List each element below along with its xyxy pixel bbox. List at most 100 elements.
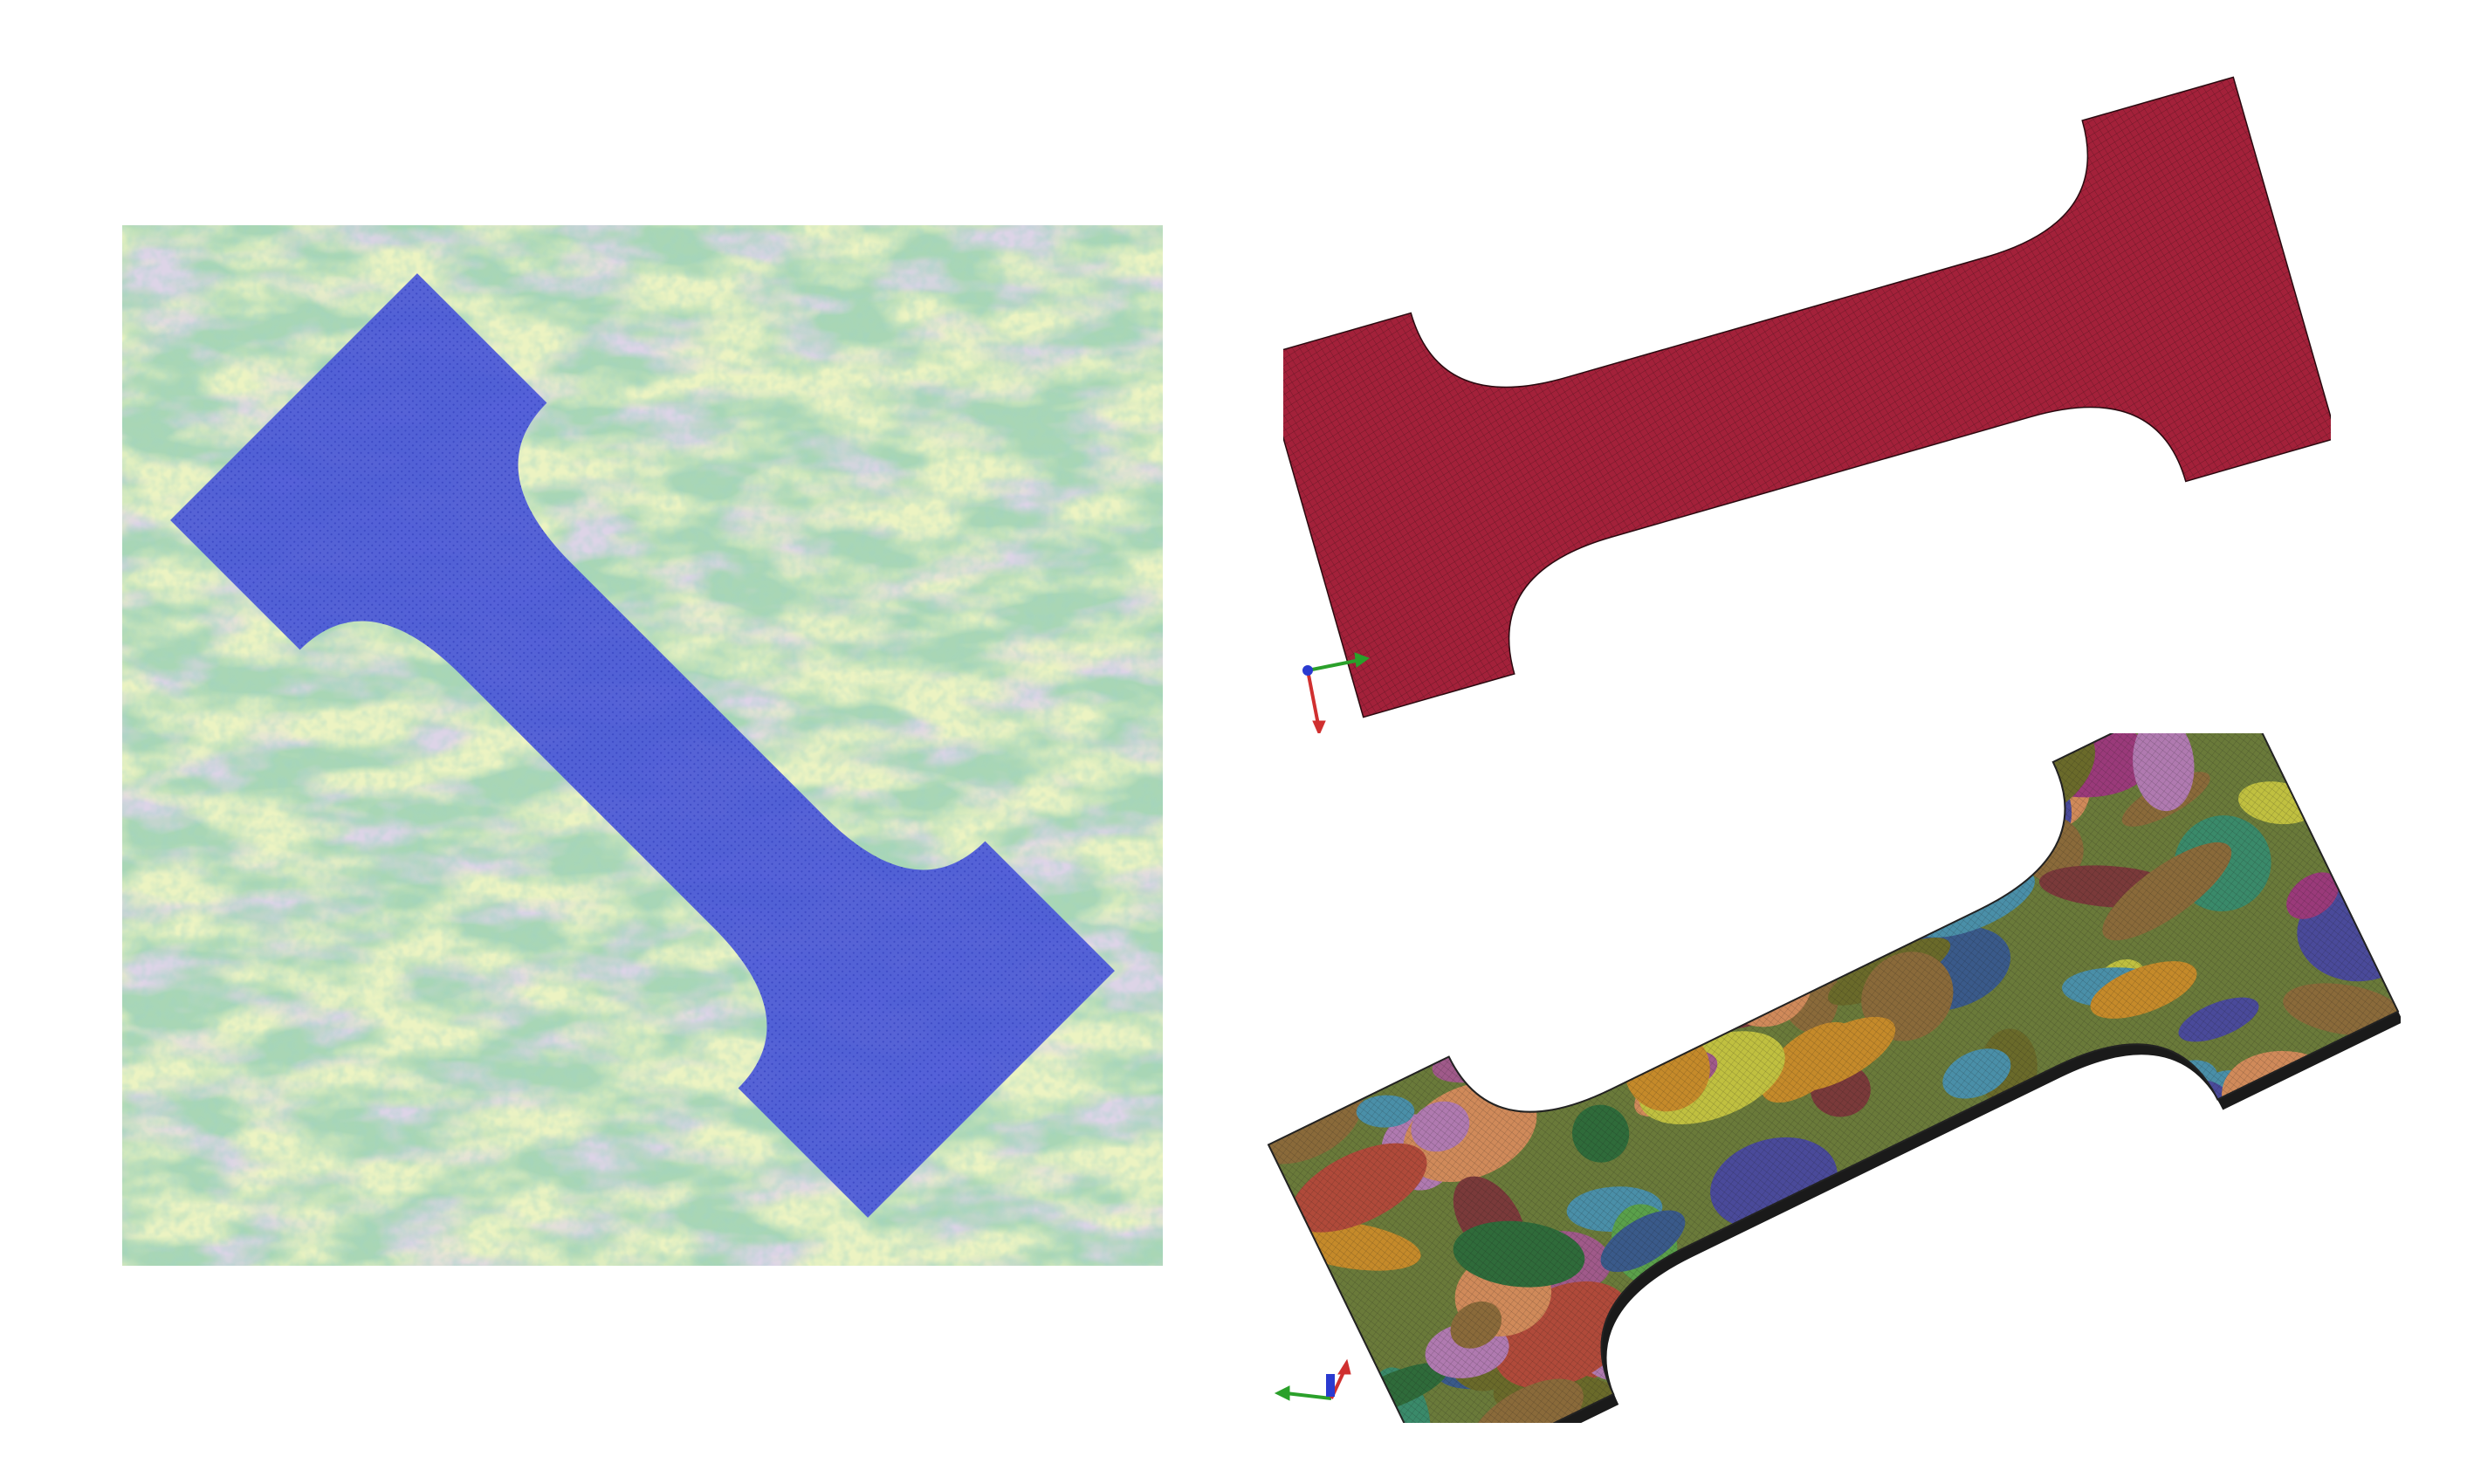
grain bbox=[1321, 900, 1374, 947]
grain bbox=[1892, 814, 2042, 870]
grain bbox=[1509, 782, 1571, 831]
fe-mesh-plain-panel bbox=[1283, 52, 2331, 733]
specimen-mesh-grid bbox=[1283, 77, 2331, 718]
grain bbox=[1268, 895, 1309, 988]
axis-z-arrow bbox=[1302, 665, 1313, 676]
grain bbox=[1647, 733, 1772, 800]
grain bbox=[1268, 920, 1318, 968]
grain bbox=[1883, 1353, 2021, 1423]
coordinate-triad bbox=[1302, 652, 1371, 733]
grain bbox=[1723, 814, 1874, 912]
ebsd-map bbox=[122, 225, 1163, 1266]
grain bbox=[2332, 1084, 2399, 1142]
grain bbox=[2064, 1151, 2191, 1267]
specimen-mesh-texture bbox=[170, 273, 1115, 1218]
grain bbox=[1445, 733, 1574, 765]
grain bbox=[1687, 834, 1798, 890]
grain bbox=[1541, 917, 1612, 973]
grain bbox=[1956, 1132, 2066, 1227]
grain bbox=[1976, 1263, 2061, 1336]
grain bbox=[1626, 807, 1743, 901]
grain bbox=[1930, 748, 2055, 810]
grain bbox=[1776, 869, 1860, 914]
grain bbox=[2091, 1344, 2208, 1411]
axis-x-arrow bbox=[1306, 670, 1320, 725]
grain bbox=[1381, 883, 1482, 972]
grain bbox=[1586, 845, 1650, 898]
grain bbox=[1621, 1371, 1682, 1423]
grain bbox=[1809, 1205, 1932, 1316]
grain bbox=[1884, 742, 1941, 793]
axis-y-arrow bbox=[1285, 1391, 1332, 1400]
grain bbox=[1279, 883, 1357, 953]
grain bbox=[2113, 1263, 2235, 1360]
grain bbox=[1840, 1335, 1913, 1393]
grain bbox=[1467, 995, 1526, 1056]
coordinate-triad bbox=[1274, 1358, 1351, 1401]
grain bbox=[2025, 1188, 2146, 1226]
grain bbox=[2081, 1139, 2144, 1213]
grain bbox=[1667, 733, 1727, 790]
grain bbox=[2291, 1357, 2349, 1423]
grain bbox=[1349, 799, 1450, 855]
grain bbox=[2098, 1178, 2216, 1249]
grain bbox=[1268, 741, 1337, 828]
grain bbox=[2118, 1171, 2225, 1261]
grain bbox=[1877, 1316, 1988, 1416]
fe-mesh-grains-panel bbox=[1266, 733, 2401, 1423]
grain bbox=[1781, 1322, 1836, 1377]
grain bbox=[2320, 1226, 2399, 1321]
grain bbox=[1268, 777, 1319, 843]
fe-mesh-plain bbox=[1283, 76, 2331, 733]
grain bbox=[1298, 797, 1386, 848]
grain bbox=[1825, 759, 1944, 836]
grain bbox=[1936, 1152, 2084, 1201]
grain bbox=[2078, 1219, 2175, 1285]
grain bbox=[2267, 1254, 2333, 1350]
grain bbox=[2210, 1195, 2271, 1241]
axis-x-head bbox=[1312, 720, 1326, 733]
grain bbox=[1316, 835, 1411, 872]
specimen-mesh-grid bbox=[1268, 733, 2399, 1423]
grain bbox=[1790, 1236, 1897, 1285]
grain bbox=[1684, 1284, 1834, 1348]
grain bbox=[2024, 1135, 2108, 1222]
specimen-outline bbox=[1267, 733, 2400, 1423]
grain bbox=[1694, 733, 1839, 801]
grain bbox=[2324, 1371, 2395, 1423]
grain bbox=[1863, 754, 1991, 845]
grain bbox=[1669, 822, 1761, 896]
grain bbox=[1978, 1372, 2039, 1423]
grain bbox=[1348, 898, 1405, 953]
grain bbox=[1781, 1247, 1855, 1315]
grain bbox=[1632, 739, 1737, 817]
grain bbox=[1906, 769, 2008, 842]
grain bbox=[1767, 813, 1835, 893]
grain bbox=[1268, 1338, 1358, 1423]
ebsd-map-panel bbox=[122, 225, 1163, 1266]
grain bbox=[2184, 1170, 2237, 1223]
grain bbox=[1481, 1017, 1563, 1055]
axis-y-arrow bbox=[1307, 658, 1361, 672]
grain bbox=[1480, 928, 1623, 1003]
grain bbox=[2059, 1381, 2156, 1423]
grain bbox=[1742, 777, 1850, 878]
grain bbox=[1380, 782, 1530, 816]
grain bbox=[1268, 1270, 1337, 1347]
grain bbox=[1271, 1286, 1322, 1327]
grain bbox=[1664, 780, 1757, 862]
fe-mesh-grains bbox=[1267, 733, 2401, 1423]
grain bbox=[2199, 1254, 2323, 1330]
grain bbox=[1883, 1254, 1976, 1288]
grain bbox=[2282, 1354, 2378, 1423]
axis-y-head bbox=[1274, 1385, 1290, 1401]
grain bbox=[1268, 983, 1385, 1041]
grain bbox=[1843, 755, 1981, 839]
axis-z-arrow bbox=[1326, 1374, 1335, 1397]
grain bbox=[1268, 803, 1373, 887]
grain bbox=[1856, 733, 1960, 778]
axis-y-head bbox=[1354, 652, 1371, 668]
grain bbox=[1575, 898, 1642, 982]
grain bbox=[2151, 1168, 2264, 1213]
specimen-overlay bbox=[170, 273, 1115, 1218]
